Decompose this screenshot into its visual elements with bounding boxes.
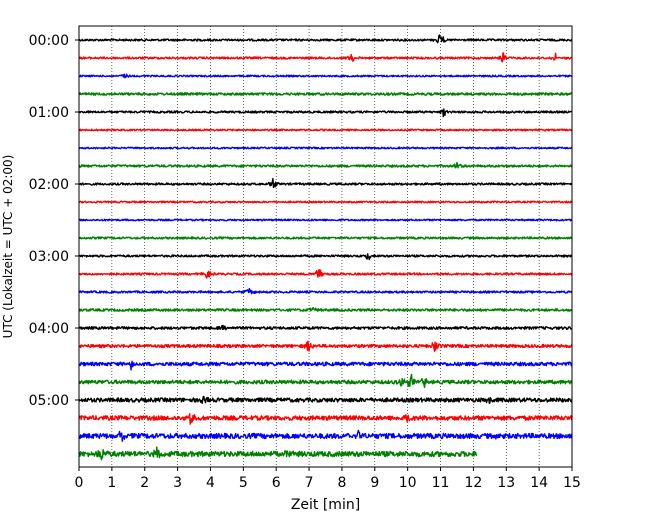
seismic-traces: [78, 34, 573, 461]
seismic-trace: [78, 34, 573, 44]
x-tick-label: 6: [272, 475, 281, 491]
seismic-trace: [78, 92, 573, 96]
seismic-trace: [78, 324, 573, 331]
x-tick-label: 2: [140, 475, 149, 491]
x-tick-label: 14: [530, 475, 548, 491]
x-axis-label: Zeit [min]: [291, 497, 360, 513]
y-tick-label: 05:00: [29, 393, 69, 409]
seismic-trace: [78, 269, 573, 279]
y-tick-label: 02:00: [29, 177, 69, 193]
x-tick-label: 15: [563, 475, 581, 491]
seismic-trace: [78, 52, 573, 63]
x-tick-label: 13: [497, 475, 515, 491]
seismic-trace: [78, 177, 573, 189]
x-tick-label: 4: [206, 475, 215, 491]
y-tick-label: 04:00: [29, 321, 69, 337]
seismic-trace: [78, 253, 573, 261]
seismic-trace: [78, 200, 573, 204]
x-tick-label: 9: [370, 475, 379, 491]
y-axis-ticks: 00:00 01:00 02:00 03:00 04:00 05:00: [29, 33, 79, 409]
seismic-trace: [78, 395, 573, 405]
seismic-trace: [78, 146, 573, 150]
x-tick-label: 10: [399, 475, 417, 491]
x-tick-label: 0: [75, 475, 84, 491]
seismic-trace: [78, 108, 573, 118]
x-tick-label: 1: [107, 475, 116, 491]
seismic-trace: [78, 340, 573, 352]
x-tick-label: 8: [337, 475, 346, 491]
y-axis-label: UTC (Lokalzeit = UTC + 02:00): [1, 155, 15, 339]
y-tick-label: 01:00: [29, 105, 69, 121]
seismic-trace: [78, 429, 573, 442]
seismic-trace: [78, 287, 573, 295]
seismic-trace: [78, 360, 573, 371]
seismic-trace: [78, 128, 573, 132]
seismic-trace: [78, 413, 573, 425]
plot-frame: [78, 25, 573, 468]
seismic-trace: [78, 236, 573, 240]
seismic-trace: [78, 161, 573, 169]
y-tick-label: 00:00: [29, 33, 69, 49]
seismic-trace: [78, 373, 573, 388]
x-tick-label: 7: [305, 475, 314, 491]
x-tick-label: 3: [173, 475, 182, 491]
seismic-trace: [78, 218, 573, 222]
x-tick-label: 12: [464, 475, 482, 491]
x-axis-ticks: 0 1 2 3 4 5 6 7 8 9 10 11 12 13 14 15: [75, 467, 581, 491]
seismic-trace: [78, 307, 573, 312]
x-tick-label: 5: [239, 475, 248, 491]
seismic-trace: [78, 446, 478, 461]
x-tick-label: 11: [432, 475, 450, 491]
seismic-trace: [78, 73, 573, 79]
y-tick-label: 03:00: [29, 249, 69, 265]
